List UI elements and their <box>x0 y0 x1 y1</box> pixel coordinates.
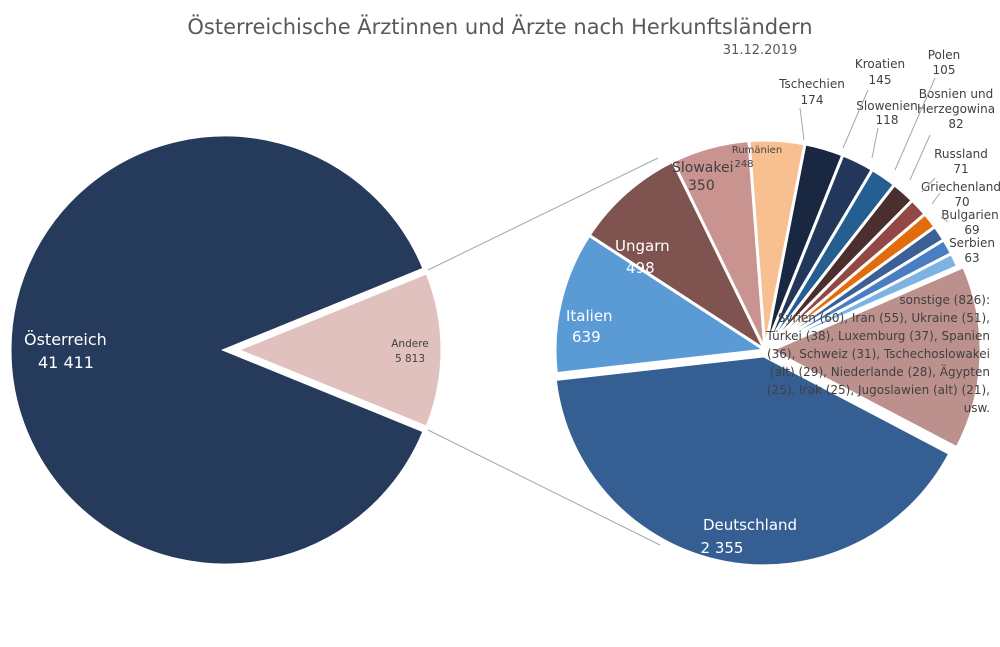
slice-italien <box>553 233 770 376</box>
sonstige-line: (alt) (29), Niederlande (28), Ägypten <box>770 364 990 379</box>
label-polen: Polen <box>928 48 960 62</box>
value-kroatien: 145 <box>869 73 892 87</box>
label-italien: Italien <box>566 307 613 325</box>
sonstige-line: sonstige (826): <box>899 293 990 307</box>
value-rumaenien: 248 <box>734 159 753 170</box>
label-griechenland: Griechenland <box>921 180 1000 194</box>
value-oesterreich: 41 411 <box>38 353 94 372</box>
sonstige-line: Türkei (38), Luxemburg (37), Spanien <box>765 329 990 343</box>
sonstige-line: Syrien (60), Iran (55), Ukraine (51), <box>778 311 990 325</box>
value-slowenien: 118 <box>876 113 899 127</box>
slice-andere <box>233 270 444 430</box>
value-ungarn: 498 <box>626 259 655 277</box>
value-deutschland: 2 355 <box>701 539 744 557</box>
label-kroatien: Kroatien <box>855 57 905 71</box>
slice-deutschland <box>553 354 952 568</box>
leader-lines <box>799 77 949 223</box>
label-andere: Andere <box>391 338 429 350</box>
label-ungarn: Ungarn <box>615 237 670 255</box>
value-italien: 639 <box>572 328 601 346</box>
chart-title: Österreichische Ärztinnen und Ärzte nach… <box>187 14 812 39</box>
label-deutschland: Deutschland <box>703 516 797 534</box>
sonstige-line: (25), Irak (25), Jugoslawien (alt) (21), <box>767 383 990 397</box>
connector-lines <box>427 157 661 546</box>
value-andere: 5 813 <box>395 353 425 365</box>
label-rumaenien: Rumänien <box>732 145 782 156</box>
value-russland: 71 <box>953 162 968 176</box>
label-russland: Russland <box>934 147 988 161</box>
label-serbien: Serbien <box>949 236 995 250</box>
sonstige-line: usw. <box>964 401 990 415</box>
slice-sonstige <box>767 264 983 450</box>
chart-subtitle: 31.12.2019 <box>723 43 797 58</box>
value-tschechien: 174 <box>801 93 824 107</box>
value-polen: 105 <box>933 63 956 77</box>
label-sonstige: sonstige (826): Syrien (60), Iran (55), U… <box>765 293 990 415</box>
label-bosnien: Bosnien und Herzegowina <box>917 87 995 116</box>
label-oesterreich: Österreich <box>24 330 107 349</box>
outside-labels: Tschechien 174 Kroatien 145 Slowenien 11… <box>778 48 1000 265</box>
label-tschechien: Tschechien <box>778 77 845 91</box>
label-slowenien: Slowenien <box>856 99 917 113</box>
slice-ungarn <box>587 159 769 355</box>
value-slowakei: 350 <box>688 178 715 194</box>
value-bulgarien: 69 <box>964 223 979 237</box>
label-slowakei: Slowakei <box>672 160 733 176</box>
slice-serbien <box>764 251 960 352</box>
slice-oesterreich <box>8 133 427 567</box>
label-bulgarien: Bulgarien <box>941 208 998 222</box>
value-griechenland: 70 <box>954 195 969 209</box>
sonstige-line: (36), Schweiz (31), Tschechoslowakei <box>767 347 990 361</box>
value-serbien: 63 <box>964 251 979 265</box>
value-bosnien: 82 <box>948 117 963 131</box>
